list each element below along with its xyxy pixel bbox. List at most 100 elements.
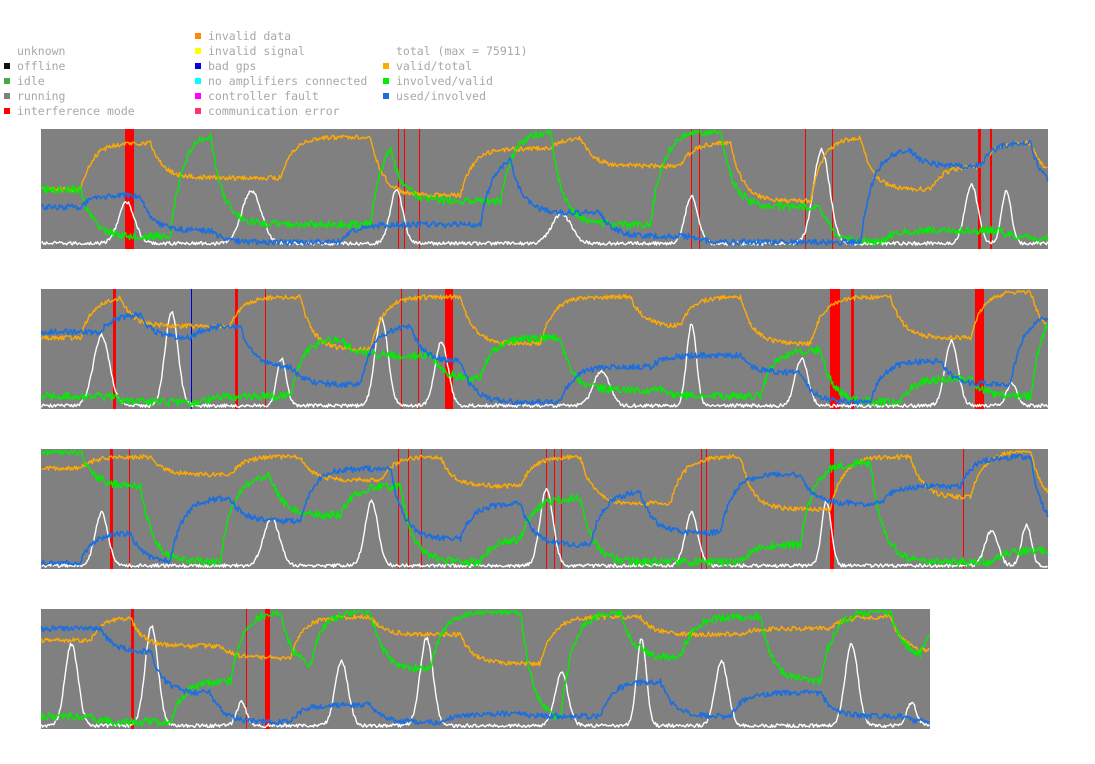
legend-label-invalid-data: invalid data: [208, 29, 292, 43]
panel-background: [41, 289, 1048, 409]
legend-swatch-no-amplifiers: [195, 78, 201, 84]
legend-label-used-involved: used/involved: [396, 89, 487, 103]
series-line-valid-total: [40, 134, 1048, 205]
legend-interference-mode: interference mode: [4, 104, 135, 119]
timeline-panel: [40, 449, 1049, 569]
legend-label-communication-error: communication error: [208, 104, 340, 118]
legend-swatch-interference-mode: [4, 108, 10, 114]
legend-bad-gps: bad gps: [195, 59, 257, 74]
interference-band: [246, 609, 247, 729]
bad-gps-band: [191, 289, 192, 409]
interference-band: [421, 449, 422, 569]
legend-label-offline: offline: [17, 59, 66, 73]
legend-swatch-involved-valid: [383, 78, 389, 84]
interference-band: [706, 449, 707, 569]
interference-band: [113, 289, 116, 409]
interference-band: [265, 609, 270, 729]
legend-label-idle: idle: [17, 74, 45, 88]
series-line-involved-valid: [40, 450, 1049, 567]
legend-swatch-idle: [4, 78, 10, 84]
series-line-used-involved: [40, 311, 1049, 406]
interference-band: [125, 129, 134, 249]
series-line-valid-total: [40, 614, 930, 667]
interference-band: [805, 129, 806, 249]
legend-used-involved: used/involved: [383, 89, 487, 104]
interference-band: [235, 289, 238, 409]
series-line-involved-valid: [40, 130, 1049, 246]
interference-band: [832, 129, 833, 249]
series-line-used-involved: [40, 453, 1049, 566]
legend-swatch-bad-gps: [195, 63, 201, 69]
interference-band: [265, 289, 266, 409]
series-line-valid-total: [40, 290, 1049, 352]
legend-invalid-signal: invalid signal: [195, 44, 305, 59]
legend-total: total (max = 75911): [383, 44, 528, 59]
legend-invalid-data: invalid data: [195, 29, 292, 44]
legend-swatch-valid-total: [383, 63, 389, 69]
legend-communication-error: communication error: [195, 104, 340, 119]
legend-label-valid-total: valid/total: [396, 59, 473, 73]
interference-band: [691, 129, 692, 249]
interference-band: [546, 449, 547, 569]
legend-swatch-invalid-signal: [195, 48, 201, 54]
legend-idle: idle: [4, 74, 45, 89]
interference-band: [445, 289, 453, 409]
series-line-used-involved: [40, 625, 931, 726]
interference-band: [990, 129, 992, 249]
legend-label-unknown: unknown: [17, 44, 66, 58]
series-line-involved-valid: [40, 610, 931, 727]
legend-swatch-invalid-data: [195, 33, 201, 39]
legend-label-bad-gps: bad gps: [208, 59, 257, 73]
legend-label-total: total (max = 75911): [396, 44, 528, 58]
interference-band: [131, 609, 134, 729]
legend-swatch-running: [4, 93, 10, 99]
interference-band: [699, 129, 700, 249]
interference-band: [830, 449, 834, 569]
legend-valid-total: valid/total: [383, 59, 473, 74]
legend-label-running: running: [17, 89, 66, 103]
interference-band: [851, 289, 854, 409]
legend-label-involved-valid: involved/valid: [396, 74, 493, 88]
series-line-total: [40, 310, 1049, 409]
interference-band: [401, 289, 402, 409]
interference-band: [963, 449, 964, 569]
interference-band: [701, 449, 702, 569]
timeline-panel: [40, 609, 931, 729]
interference-band: [129, 449, 130, 569]
legend-swatch-controller-fault: [195, 93, 201, 99]
legend-swatch-offline: [4, 63, 10, 69]
series-line-total: [41, 487, 1048, 569]
series-line-used-involved: [40, 139, 1049, 246]
timeline-panel: [40, 129, 1049, 249]
interference-band: [408, 449, 409, 569]
panel-background: [41, 449, 1048, 569]
series-line-total: [40, 625, 930, 729]
interference-band: [398, 449, 399, 569]
legend-label-controller-fault: controller fault: [208, 89, 319, 103]
interference-band: [418, 289, 419, 409]
legend-label-no-amplifiers: no amplifiers connected: [208, 74, 368, 88]
interference-band: [110, 449, 113, 569]
legend-involved-valid: involved/valid: [383, 74, 493, 89]
series-line-involved-valid: [40, 323, 1049, 407]
legend-running: running: [4, 89, 66, 104]
chart-legend: unknown offline idle running interferenc…: [0, 0, 1095, 125]
interference-band: [830, 289, 840, 409]
timeline-panel: [40, 289, 1049, 409]
legend-swatch-communication-error: [195, 108, 201, 114]
interference-band: [975, 289, 984, 409]
legend-label-interference-mode: interference mode: [17, 104, 135, 118]
legend-offline: offline: [4, 59, 66, 74]
legend-swatch-unknown: [4, 48, 10, 54]
legend-controller-fault: controller fault: [195, 89, 319, 104]
legend-unknown: unknown: [4, 44, 66, 59]
interference-band: [419, 129, 420, 249]
legend-no-amplifiers: no amplifiers connected: [195, 74, 368, 89]
interference-band: [561, 449, 562, 569]
legend-label-invalid-signal: invalid signal: [208, 44, 305, 58]
legend-swatch-used-involved: [383, 93, 389, 99]
interference-band: [404, 129, 405, 249]
series-line-valid-total: [41, 450, 1049, 513]
legend-swatch-total: [383, 48, 389, 54]
